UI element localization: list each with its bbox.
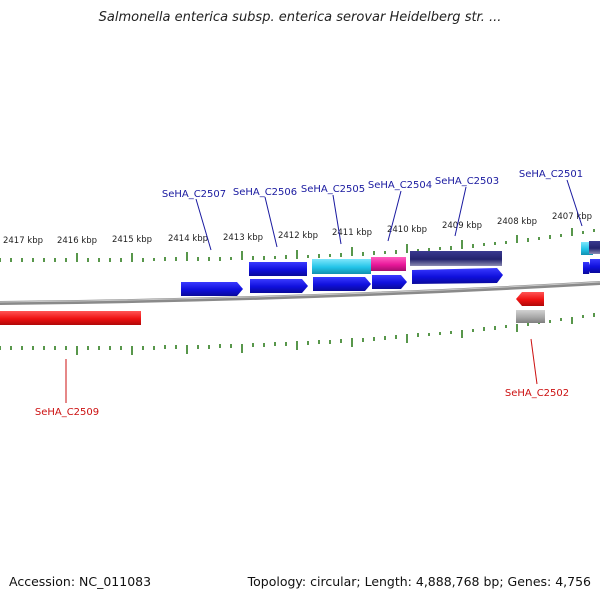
ruler-label: 2409 kbp: [442, 221, 482, 231]
gene-feature[interactable]: [590, 259, 600, 273]
gene-feature[interactable]: [312, 259, 371, 274]
gene-arrow[interactable]: [313, 277, 371, 291]
gene-arrow[interactable]: [412, 268, 503, 284]
gene-label: SeHA_C2504: [368, 180, 432, 191]
middle-features: [181, 259, 600, 296]
upper-tick-row: [0, 228, 595, 262]
accession-text: Accession: NC_011083: [9, 574, 152, 589]
gene-feature[interactable]: [371, 257, 406, 271]
ruler-label: 2411 kbp: [332, 228, 372, 238]
lower-tick-row: [0, 313, 595, 355]
ruler-label: 2408 kbp: [497, 217, 537, 227]
gene-label: SeHA_C2501: [519, 169, 583, 180]
gene-label: SeHA_C2509: [35, 407, 99, 418]
gene-feature[interactable]: [589, 241, 600, 254]
map-title: Salmonella enterica subsp. enterica sero…: [98, 10, 502, 25]
gene-arrow[interactable]: [181, 282, 243, 296]
ruler-label: 2407 kbp: [552, 212, 592, 222]
ruler-label: 2415 kbp: [112, 235, 152, 245]
gene-arrow[interactable]: [250, 279, 308, 293]
gene-label: SeHA_C2502: [505, 388, 569, 399]
gene-label: SeHA_C2503: [435, 176, 499, 187]
ruler-label: 2412 kbp: [278, 231, 318, 241]
gene-arrow[interactable]: [516, 292, 544, 306]
gene-label: SeHA_C2505: [301, 184, 365, 195]
gene-label: SeHA_C2506: [233, 187, 297, 198]
genome-backbone: [0, 281, 600, 305]
ruler-labels: 2417 kbp 2416 kbp 2415 kbp 2414 kbp 2413…: [3, 212, 592, 246]
ruler-label: 2410 kbp: [387, 225, 427, 235]
ruler-label: 2414 kbp: [168, 234, 208, 244]
ruler-label: 2417 kbp: [3, 236, 43, 246]
genome-summary: Topology: circular; Length: 4,888,768 bp…: [247, 574, 591, 589]
lower-features: [0, 292, 545, 325]
upper-features: [249, 241, 600, 276]
gene-feature[interactable]: [410, 251, 502, 266]
gene-arrow[interactable]: [583, 262, 591, 274]
gene-label: SeHA_C2507: [162, 189, 226, 200]
gene-arrow[interactable]: [372, 275, 407, 289]
gene-feature[interactable]: [249, 262, 307, 276]
gene-labels: SeHA_C2507 SeHA_C2506 SeHA_C2505 SeHA_C2…: [35, 169, 583, 418]
label-leaders: [65, 179, 583, 403]
gene-feature[interactable]: [0, 311, 141, 325]
gene-feature[interactable]: [516, 310, 545, 323]
ruler-label: 2413 kbp: [223, 233, 263, 243]
ruler-label: 2416 kbp: [57, 236, 97, 246]
